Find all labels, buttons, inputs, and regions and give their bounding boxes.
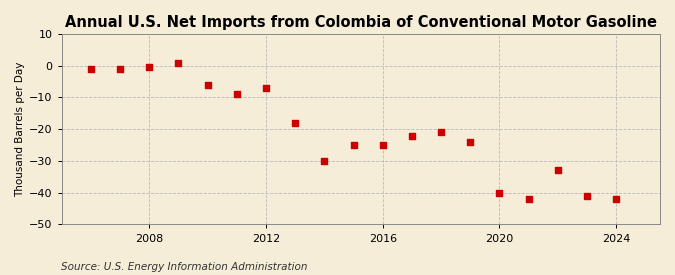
Point — [611, 197, 622, 201]
Point — [348, 143, 359, 147]
Point — [144, 65, 155, 70]
Point — [261, 86, 271, 90]
Point — [552, 168, 563, 173]
Point — [465, 140, 476, 144]
Point — [86, 67, 97, 71]
Point — [494, 191, 505, 195]
Point — [290, 121, 300, 125]
Point — [173, 60, 184, 65]
Text: Source: U.S. Energy Information Administration: Source: U.S. Energy Information Administ… — [61, 262, 307, 272]
Point — [582, 194, 593, 198]
Point — [377, 143, 388, 147]
Y-axis label: Thousand Barrels per Day: Thousand Barrels per Day — [15, 62, 25, 197]
Point — [523, 197, 534, 201]
Point — [115, 67, 126, 71]
Title: Annual U.S. Net Imports from Colombia of Conventional Motor Gasoline: Annual U.S. Net Imports from Colombia of… — [65, 15, 657, 30]
Point — [435, 130, 446, 134]
Point — [232, 92, 242, 97]
Point — [319, 159, 330, 163]
Point — [202, 82, 213, 87]
Point — [406, 133, 417, 138]
